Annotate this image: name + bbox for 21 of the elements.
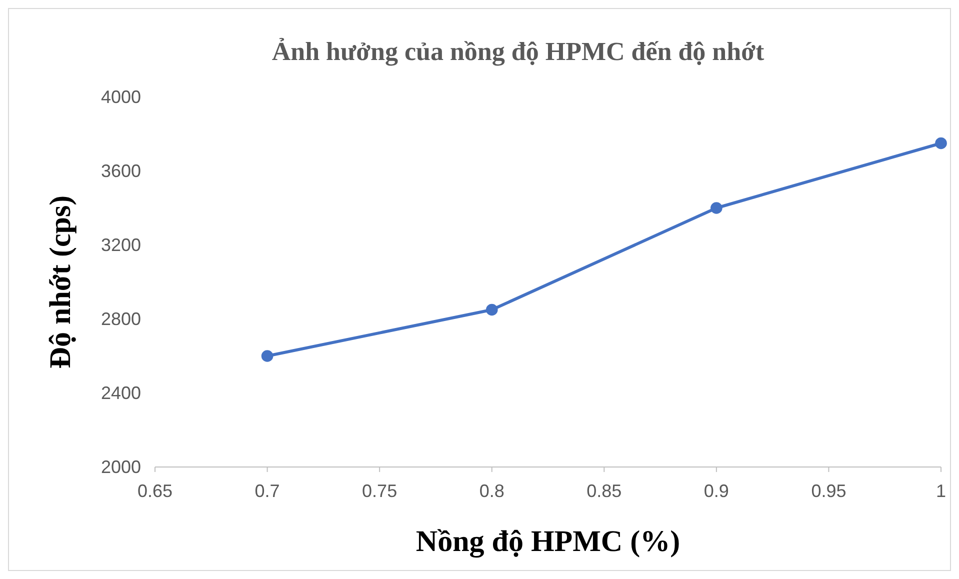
x-axis-title: Nồng độ HPMC (%) [416, 525, 680, 558]
x-tick-label: 0.95 [811, 481, 846, 501]
chart-title: Ảnh hưởng của nồng độ HPMC đến độ nhớt [272, 37, 764, 66]
x-tick-label: 0.65 [137, 481, 173, 501]
point [261, 350, 274, 362]
y-tick-label: 2400 [100, 383, 141, 403]
y-tick-label: 2000 [100, 457, 141, 477]
point [486, 304, 498, 316]
point [935, 137, 947, 150]
x-tick-label: 0.9 [704, 481, 729, 501]
y-tick-label: 3600 [100, 161, 141, 181]
y-tick-label: 4000 [100, 87, 141, 107]
x-tick-label: 1 [936, 481, 946, 501]
y-tick-label: 2800 [100, 309, 141, 329]
y-axis-title: Độ nhớt (cps) [44, 195, 77, 369]
x-tick-label: 0.75 [362, 481, 398, 501]
y-tick-label: 3200 [100, 235, 141, 255]
x-tick-label: 0.7 [254, 481, 280, 501]
x-tick-label: 0.85 [586, 481, 622, 501]
point [710, 202, 722, 214]
x-tick-label: 0.8 [479, 481, 504, 501]
